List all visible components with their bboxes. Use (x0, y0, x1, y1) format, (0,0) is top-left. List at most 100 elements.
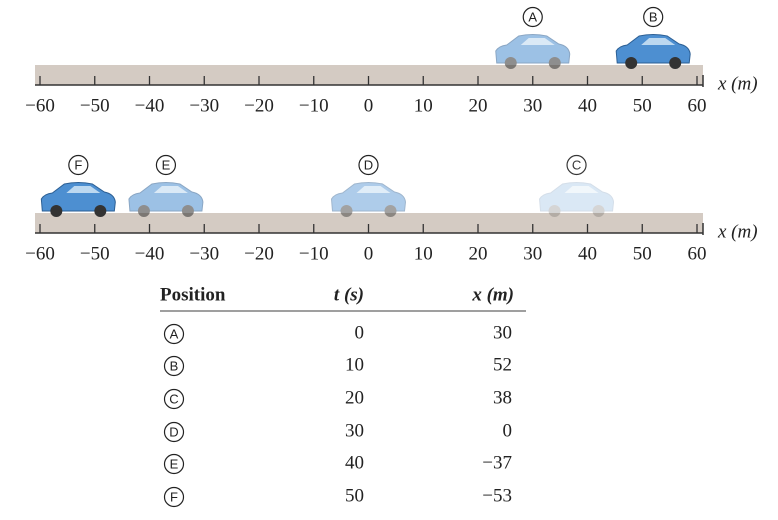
number-line: −60 −50 −40 −30 −20 −10 0 10 20 30 40 50 60 x (m) (25, 65, 758, 116)
circled-letter: C (566, 154, 587, 176)
cars: A B C D E F (40, 6, 691, 217)
car (330, 182, 407, 217)
tick-label: 10 (414, 243, 433, 264)
cell: 20 (345, 387, 364, 408)
cell: 30 (345, 420, 364, 441)
letter-ring (68, 154, 89, 176)
circled-letter: A (163, 323, 185, 345)
car (539, 182, 615, 217)
cell: 52 (493, 354, 512, 375)
letter-ring (163, 355, 185, 377)
car (40, 182, 116, 217)
cell: 40 (345, 452, 364, 473)
tick-label: −40 (135, 243, 165, 264)
wheel (548, 57, 561, 69)
road (35, 213, 703, 233)
letter-ring (163, 388, 185, 410)
tick-label: −60 (25, 243, 55, 264)
tick-label: 60 (688, 95, 707, 116)
tick-label: 50 (633, 243, 652, 264)
car (615, 34, 691, 69)
cell: 10 (345, 354, 364, 375)
letter: A (170, 326, 179, 341)
tick-label: 30 (523, 95, 542, 116)
header-cell: x (m) (471, 284, 514, 305)
road (35, 65, 703, 85)
tick-label: 40 (578, 243, 597, 264)
wheel (548, 205, 561, 217)
tick-label: −50 (80, 243, 110, 264)
cell: 50 (345, 485, 364, 506)
axis-label: x (m) (717, 73, 758, 94)
cell: 0 (503, 420, 513, 441)
car-body (330, 182, 407, 212)
tick-label: −60 (25, 95, 55, 116)
tick-label: 40 (578, 95, 597, 116)
letter: B (649, 9, 658, 24)
letter-ring (358, 154, 379, 176)
tick-label: −50 (80, 95, 110, 116)
letter-ring (163, 453, 185, 475)
wheel (669, 57, 682, 69)
tick-label: −20 (244, 95, 274, 116)
circled-letter: C (163, 388, 185, 410)
cell: 0 (355, 322, 365, 343)
letter: C (169, 391, 178, 406)
letter-ring (566, 154, 587, 176)
wheel (340, 205, 353, 217)
letter-ring (163, 486, 185, 508)
letter: E (162, 157, 171, 172)
tick-label: −10 (299, 243, 329, 264)
circled-letter: B (163, 355, 185, 377)
car-label: B (643, 6, 664, 28)
circled-letter: F (68, 154, 89, 176)
tick-label: 10 (414, 95, 433, 116)
letter-ring (155, 154, 177, 176)
car-label: A (522, 6, 543, 28)
car-window (66, 186, 101, 193)
wheel (625, 57, 638, 69)
tick-label: 0 (364, 243, 374, 264)
letter: A (528, 9, 537, 24)
wheel (181, 205, 194, 217)
number-line: −60 −50 −40 −30 −20 −10 0 10 20 30 40 50 60 x (m) (25, 213, 758, 264)
number-lines: −60 −50 −40 −30 −20 −10 0 10 20 30 40 50 60x (m)−60−… (25, 65, 758, 264)
car-body (40, 182, 116, 212)
car-label: F (68, 154, 89, 176)
letter-ring (163, 421, 185, 443)
car (128, 182, 204, 217)
circled-letter: D (163, 421, 185, 443)
circled-letter: E (163, 453, 185, 475)
wheel (137, 205, 150, 217)
letter-ring (522, 6, 543, 28)
tick-label: −40 (135, 95, 165, 116)
circled-letter: D (358, 154, 379, 176)
letter: B (170, 358, 179, 373)
header-cell: t (s) (334, 284, 364, 305)
letter: F (74, 157, 82, 172)
car-body (495, 34, 571, 64)
letter: D (169, 424, 178, 439)
wheel (592, 205, 605, 217)
axis-label: x (m) (717, 221, 758, 242)
car-body (128, 182, 204, 212)
header-cell: Position (160, 284, 226, 305)
car-label: C (566, 154, 587, 176)
circled-letter: F (163, 486, 185, 508)
car-window (641, 38, 676, 45)
car-label: D (358, 154, 379, 176)
tick-label: −30 (189, 95, 219, 116)
wheel (50, 205, 63, 217)
car-window (153, 186, 188, 193)
cell: −37 (482, 452, 512, 473)
wheel (94, 205, 107, 217)
cell: 30 (493, 322, 512, 343)
letter-ring (643, 6, 664, 28)
table: Position t (s) x (m) A 0 30 B 10 52 C 20 38 D 30 0 E 40 −… (160, 284, 526, 508)
letter: D (364, 157, 373, 172)
cell: −53 (482, 485, 512, 506)
tick-label: 50 (633, 95, 652, 116)
car-window (564, 186, 599, 193)
tick-label: 60 (688, 243, 707, 264)
